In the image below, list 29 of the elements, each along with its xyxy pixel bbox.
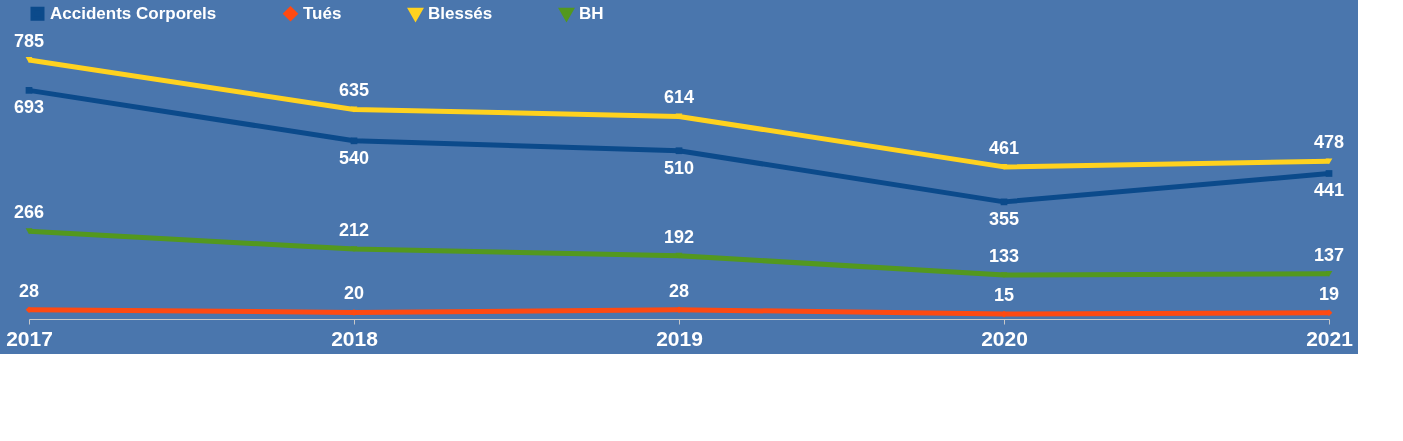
x-tick-label: 2021: [1306, 326, 1354, 350]
data-label: 785: [13, 31, 45, 51]
data-label: 192: [663, 226, 695, 247]
data-label: 441: [1313, 180, 1345, 201]
data-label: 461: [988, 137, 1020, 158]
x-tick-label: 2020: [981, 326, 1028, 350]
legend-label: BH: [579, 4, 604, 24]
legend-label: Blessés: [428, 4, 493, 24]
data-label: 212: [338, 220, 370, 241]
x-tick-label: 2018: [331, 326, 379, 350]
data-label: 693: [13, 97, 45, 118]
data-label: 20: [343, 283, 365, 304]
data-label: 28: [668, 280, 690, 301]
legend-label: Accidents Corporels: [50, 3, 217, 23]
data-label: 614: [663, 87, 695, 108]
data-label: 19: [1318, 283, 1340, 304]
legend-label: Tués: [303, 3, 342, 23]
data-label: 28: [18, 280, 40, 301]
data-label: 478: [1313, 132, 1345, 153]
data-label: 510: [663, 157, 695, 178]
data-label: 133: [988, 246, 1020, 267]
x-tick-label: 2017: [6, 326, 53, 350]
data-label: 266: [13, 202, 45, 223]
data-label: 540: [338, 147, 370, 168]
data-label: 635: [338, 80, 370, 101]
data-label: 137: [1313, 244, 1345, 265]
data-label: 355: [988, 208, 1020, 229]
x-tick-label: 2019: [656, 326, 703, 350]
data-label: 15: [993, 285, 1015, 306]
